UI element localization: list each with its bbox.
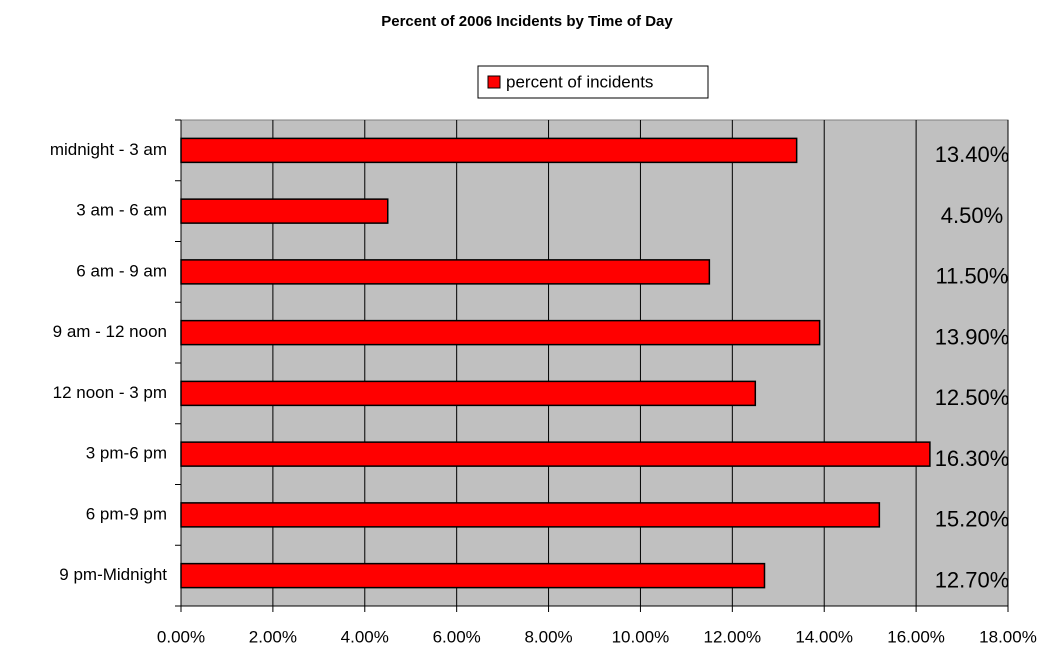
legend-label: percent of incidents: [506, 72, 653, 91]
y-tick-label: 9 pm-Midnight: [59, 565, 167, 584]
data-label: 13.40%: [935, 142, 1010, 167]
data-label: 12.50%: [935, 385, 1010, 410]
y-tick-label: 6 pm-9 pm: [86, 504, 167, 523]
legend-swatch: [487, 75, 501, 89]
bar: [180, 562, 766, 589]
legend-box: [477, 65, 709, 99]
bar: [180, 319, 821, 346]
data-label: 11.50%: [936, 264, 1009, 289]
y-tick-label: 3 pm-6 pm: [86, 444, 167, 463]
x-tick-label: 14.00%: [795, 627, 853, 646]
x-tick-label: 0.00%: [157, 627, 205, 646]
x-tick-label: 4.00%: [341, 627, 389, 646]
y-tick-label: midnight - 3 am: [50, 140, 167, 159]
data-label: 13.90%: [935, 324, 1010, 349]
bar: [180, 198, 389, 224]
x-tick-label: 16.00%: [887, 627, 945, 646]
bar: [180, 137, 798, 164]
bar: [180, 380, 757, 407]
x-tick-label: 2.00%: [249, 627, 297, 646]
bar: [180, 259, 711, 285]
x-tick-label: 10.00%: [612, 627, 670, 646]
y-tick-label: 6 am - 9 am: [76, 261, 167, 280]
plot-area: [180, 119, 1009, 607]
chart-title: Percent of 2006 Incidents by Time of Day: [381, 13, 673, 30]
y-tick-label: 12 noon - 3 pm: [53, 383, 167, 402]
x-tick-label: 18.00%: [979, 627, 1037, 646]
x-tick-label: 6.00%: [433, 627, 481, 646]
data-label: 4.50%: [941, 203, 1003, 228]
x-tick-label: 12.00%: [703, 627, 761, 646]
bar: [180, 441, 931, 467]
x-tick-label: 8.00%: [524, 627, 572, 646]
data-label: 12.70%: [935, 567, 1010, 592]
data-label: 16.30%: [935, 446, 1010, 471]
data-label: 15.20%: [935, 507, 1010, 532]
bar: [180, 502, 881, 528]
y-tick-label: 9 am - 12 noon: [53, 322, 167, 341]
y-tick-label: 3 am - 6 am: [76, 201, 167, 220]
